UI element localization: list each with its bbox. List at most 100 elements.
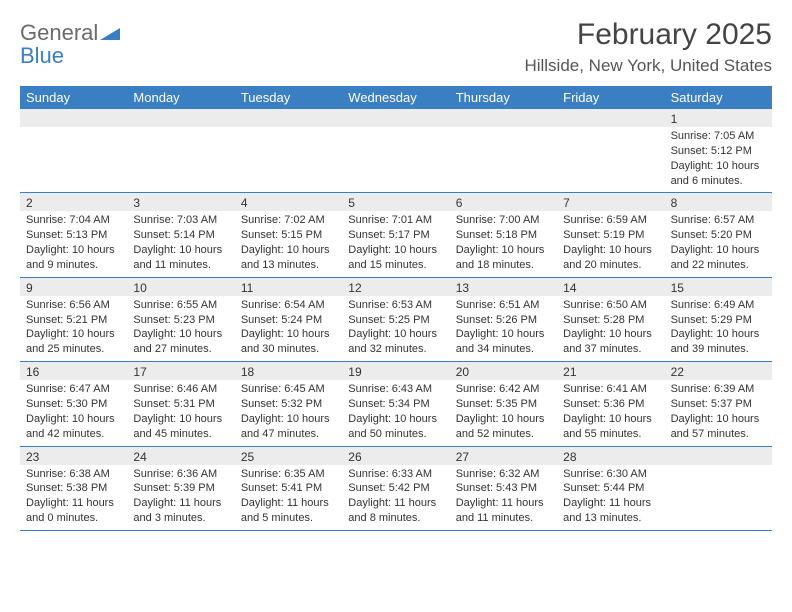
day-body: Sunrise: 6:43 AMSunset: 5:34 PMDaylight:… xyxy=(342,380,449,445)
day-body: Sunrise: 6:35 AMSunset: 5:41 PMDaylight:… xyxy=(235,465,342,530)
day-body: Sunrise: 6:39 AMSunset: 5:37 PMDaylight:… xyxy=(665,380,772,445)
day-body: Sunrise: 6:55 AMSunset: 5:23 PMDaylight:… xyxy=(127,296,234,361)
daylight-text: Daylight: 10 hours and 47 minutes. xyxy=(241,412,336,442)
day-number xyxy=(665,447,772,465)
day-number: 25 xyxy=(235,447,342,465)
daylight-text: Daylight: 10 hours and 32 minutes. xyxy=(348,327,443,357)
day-cell: 14Sunrise: 6:50 AMSunset: 5:28 PMDayligh… xyxy=(557,278,664,361)
sunrise-text: Sunrise: 7:03 AM xyxy=(133,213,228,228)
day-cell: 27Sunrise: 6:32 AMSunset: 5:43 PMDayligh… xyxy=(450,447,557,530)
day-number: 11 xyxy=(235,278,342,296)
daylight-text: Daylight: 10 hours and 18 minutes. xyxy=(456,243,551,273)
sunset-text: Sunset: 5:36 PM xyxy=(563,397,658,412)
day-number: 12 xyxy=(342,278,449,296)
month-title: February 2025 xyxy=(524,18,772,52)
day-cell: 22Sunrise: 6:39 AMSunset: 5:37 PMDayligh… xyxy=(665,362,772,445)
day-number: 26 xyxy=(342,447,449,465)
day-body: Sunrise: 7:00 AMSunset: 5:18 PMDaylight:… xyxy=(450,211,557,276)
brand-text: General Blue xyxy=(20,22,120,68)
day-number xyxy=(235,109,342,127)
day-body: Sunrise: 6:46 AMSunset: 5:31 PMDaylight:… xyxy=(127,380,234,445)
day-number: 21 xyxy=(557,362,664,380)
sunrise-text: Sunrise: 6:53 AM xyxy=(348,298,443,313)
daylight-text: Daylight: 10 hours and 42 minutes. xyxy=(26,412,121,442)
day-cell: 17Sunrise: 6:46 AMSunset: 5:31 PMDayligh… xyxy=(127,362,234,445)
day-number: 5 xyxy=(342,193,449,211)
daylight-text: Daylight: 10 hours and 55 minutes. xyxy=(563,412,658,442)
daylight-text: Daylight: 10 hours and 25 minutes. xyxy=(26,327,121,357)
sunrise-text: Sunrise: 6:33 AM xyxy=(348,467,443,482)
calendar-weeks: 1Sunrise: 7:05 AMSunset: 5:12 PMDaylight… xyxy=(20,109,772,531)
day-number xyxy=(20,109,127,127)
sunset-text: Sunset: 5:31 PM xyxy=(133,397,228,412)
day-cell: 26 Sunrise: 6:33 AMSunset: 5:42 PMDayligh… xyxy=(342,447,449,530)
sunrise-text: Sunrise: 6:39 AM xyxy=(671,382,766,397)
daylight-text: Daylight: 10 hours and 45 minutes. xyxy=(133,412,228,442)
day-number: 10 xyxy=(127,278,234,296)
daylight-text: Daylight: 10 hours and 15 minutes. xyxy=(348,243,443,273)
sunrise-text: Sunrise: 7:00 AM xyxy=(456,213,551,228)
dow-cell: Friday xyxy=(557,86,664,109)
sunrise-text: Sunrise: 6:35 AM xyxy=(241,467,336,482)
sunrise-text: Sunrise: 6:30 AM xyxy=(563,467,658,482)
day-cell: 12Sunrise: 6:53 AMSunset: 5:25 PMDayligh… xyxy=(342,278,449,361)
calendar: SundayMondayTuesdayWednesdayThursdayFrid… xyxy=(20,86,772,531)
daylight-text: Daylight: 10 hours and 34 minutes. xyxy=(456,327,551,357)
day-cell xyxy=(450,109,557,192)
day-cell: 4Sunrise: 7:02 AMSunset: 5:15 PMDaylight… xyxy=(235,193,342,276)
day-body: Sunrise: 6:42 AMSunset: 5:35 PMDaylight:… xyxy=(450,380,557,445)
sunrise-text: Sunrise: 6:57 AM xyxy=(671,213,766,228)
sunset-text: Sunset: 5:21 PM xyxy=(26,313,121,328)
day-cell: 9Sunrise: 6:56 AMSunset: 5:21 PMDaylight… xyxy=(20,278,127,361)
location-text: Hillside, New York, United States xyxy=(524,56,772,76)
week-row: 9Sunrise: 6:56 AMSunset: 5:21 PMDaylight… xyxy=(20,278,772,362)
sunset-text: Sunset: 5:39 PM xyxy=(133,481,228,496)
daylight-text: Daylight: 10 hours and 52 minutes. xyxy=(456,412,551,442)
day-body: Sunrise: 6:50 AMSunset: 5:28 PMDaylight:… xyxy=(557,296,664,361)
sunset-text: Sunset: 5:17 PM xyxy=(348,228,443,243)
day-number xyxy=(557,109,664,127)
day-body: Sunrise: 6:30 AMSunset: 5:44 PMDaylight:… xyxy=(557,465,664,530)
dow-cell: Thursday xyxy=(450,86,557,109)
day-body: Sunrise: 6:47 AMSunset: 5:30 PMDaylight:… xyxy=(20,380,127,445)
brand-word1: General xyxy=(20,20,98,45)
sunrise-text: Sunrise: 6:54 AM xyxy=(241,298,336,313)
sunset-text: Sunset: 5:28 PM xyxy=(563,313,658,328)
day-number: 19 xyxy=(342,362,449,380)
day-cell xyxy=(342,109,449,192)
sunrise-text: Sunrise: 6:49 AM xyxy=(671,298,766,313)
day-number: 22 xyxy=(665,362,772,380)
sunrise-text: Sunrise: 6:55 AM xyxy=(133,298,228,313)
sunrise-text: Sunrise: 6:41 AM xyxy=(563,382,658,397)
daylight-text: Daylight: 11 hours and 8 minutes. xyxy=(348,496,443,526)
day-body: Sunrise: 6:54 AMSunset: 5:24 PMDaylight:… xyxy=(235,296,342,361)
day-cell: 28Sunrise: 6:30 AMSunset: 5:44 PMDayligh… xyxy=(557,447,664,530)
dow-cell: Wednesday xyxy=(342,86,449,109)
sunset-text: Sunset: 5:42 PM xyxy=(348,481,443,496)
sunset-text: Sunset: 5:13 PM xyxy=(26,228,121,243)
daylight-text: Daylight: 10 hours and 37 minutes. xyxy=(563,327,658,357)
day-cell: 1Sunrise: 7:05 AMSunset: 5:12 PMDaylight… xyxy=(665,109,772,192)
day-number: 18 xyxy=(235,362,342,380)
daylight-text: Daylight: 10 hours and 6 minutes. xyxy=(671,159,766,189)
daylight-text: Daylight: 10 hours and 50 minutes. xyxy=(348,412,443,442)
day-number: 15 xyxy=(665,278,772,296)
day-number: 24 xyxy=(127,447,234,465)
sunset-text: Sunset: 5:30 PM xyxy=(26,397,121,412)
day-body: Sunrise: 6:56 AMSunset: 5:21 PMDaylight:… xyxy=(20,296,127,361)
brand-word2: Blue xyxy=(20,43,64,68)
day-cell: 24Sunrise: 6:36 AMSunset: 5:39 PMDayligh… xyxy=(127,447,234,530)
day-body: Sunrise: 6:57 AMSunset: 5:20 PMDaylight:… xyxy=(665,211,772,276)
day-number xyxy=(127,109,234,127)
day-cell: 23Sunrise: 6:38 AMSunset: 5:38 PMDayligh… xyxy=(20,447,127,530)
day-cell: 5Sunrise: 7:01 AMSunset: 5:17 PMDaylight… xyxy=(342,193,449,276)
day-body: Sunrise: 6:32 AMSunset: 5:43 PMDaylight:… xyxy=(450,465,557,530)
sunset-text: Sunset: 5:20 PM xyxy=(671,228,766,243)
week-row: 1Sunrise: 7:05 AMSunset: 5:12 PMDaylight… xyxy=(20,109,772,193)
day-number: 16 xyxy=(20,362,127,380)
daylight-text: Daylight: 10 hours and 20 minutes. xyxy=(563,243,658,273)
dow-cell: Tuesday xyxy=(235,86,342,109)
sunset-text: Sunset: 5:15 PM xyxy=(241,228,336,243)
sunrise-text: Sunrise: 7:05 AM xyxy=(671,129,766,144)
sunset-text: Sunset: 5:37 PM xyxy=(671,397,766,412)
